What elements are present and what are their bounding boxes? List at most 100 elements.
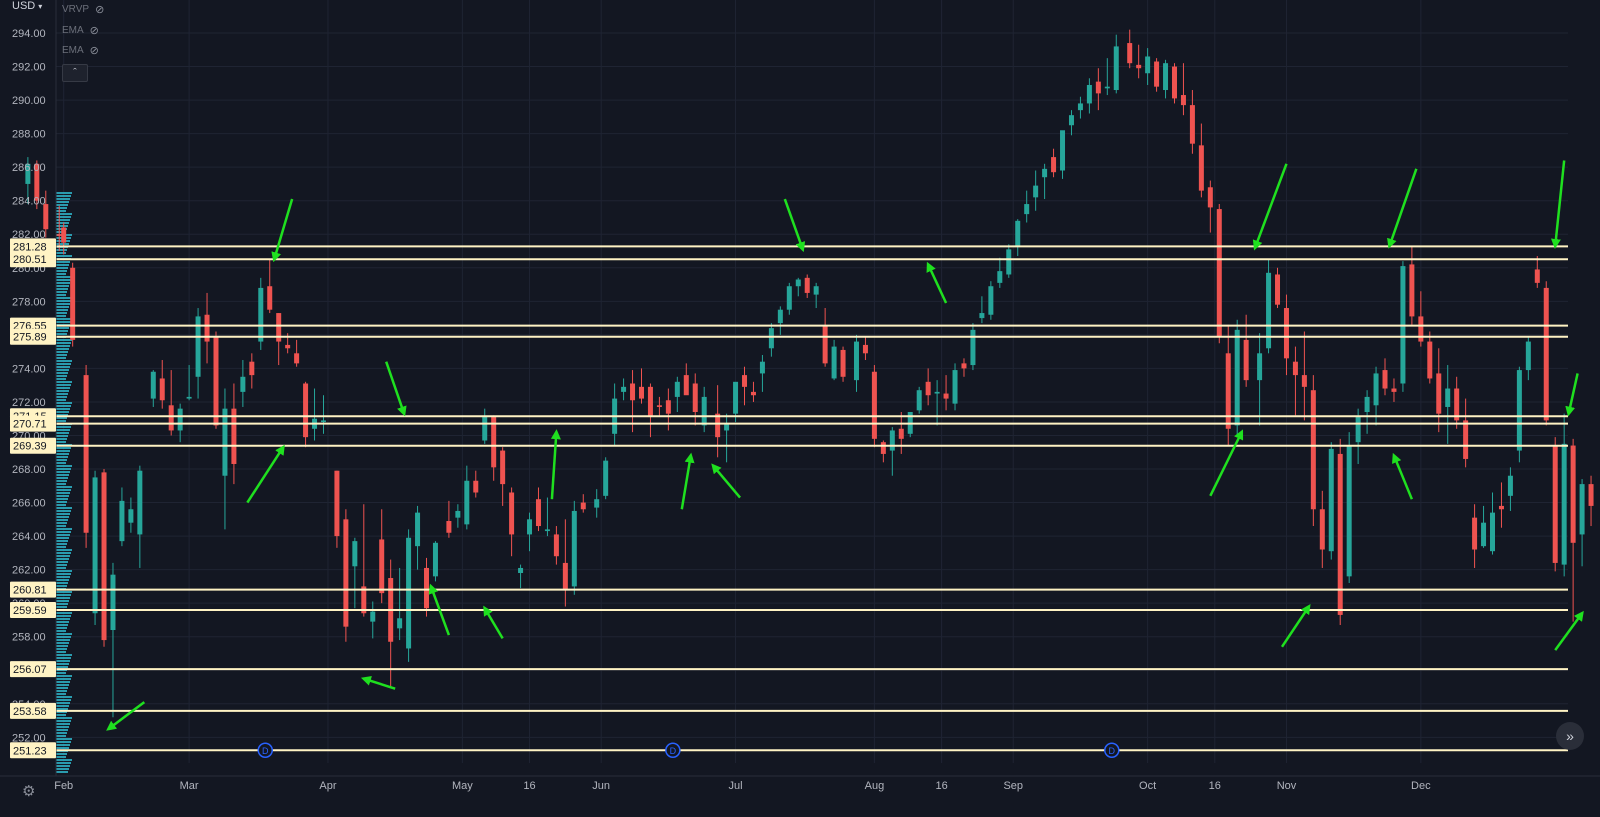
candle bbox=[674, 376, 680, 413]
volume-profile-bar bbox=[56, 753, 67, 755]
dividend-badge[interactable]: D bbox=[257, 742, 274, 759]
indicator-ema-2[interactable]: EMA ⊘ bbox=[62, 44, 99, 57]
eye-hidden-icon[interactable]: ⊘ bbox=[89, 45, 99, 57]
volume-profile-bar bbox=[56, 690, 67, 692]
candle-body bbox=[952, 370, 958, 404]
candle bbox=[1490, 492, 1496, 555]
candle bbox=[1391, 378, 1397, 402]
volume-profile-bar bbox=[56, 255, 72, 257]
candle bbox=[594, 489, 600, 518]
price-level-tag bbox=[10, 602, 56, 619]
candle-body bbox=[500, 450, 506, 485]
indicator-ema-1[interactable]: EMA ⊘ bbox=[62, 24, 99, 37]
candle-body bbox=[853, 341, 859, 381]
volume-profile-bar bbox=[56, 213, 72, 215]
candle bbox=[294, 339, 300, 367]
volume-profile-bar bbox=[56, 570, 72, 572]
price-level-tag bbox=[10, 328, 56, 345]
candle-body bbox=[334, 470, 340, 537]
scroll-to-realtime-button[interactable]: » bbox=[1556, 722, 1584, 750]
candle-body bbox=[1445, 388, 1451, 407]
candle bbox=[943, 375, 949, 411]
indicator-label: EMA bbox=[62, 45, 84, 56]
volume-profile-bar bbox=[56, 321, 71, 323]
price-level-tag bbox=[10, 415, 56, 432]
candle bbox=[621, 378, 627, 401]
eye-hidden-icon[interactable]: ⊘ bbox=[89, 25, 99, 37]
candle bbox=[70, 262, 76, 347]
annotation-arrow bbox=[1280, 604, 1311, 648]
gear-icon[interactable]: ⚙ bbox=[22, 783, 36, 800]
eye-hidden-icon[interactable]: ⊘ bbox=[95, 4, 105, 16]
volume-profile-bar bbox=[56, 453, 69, 455]
candle-body bbox=[424, 567, 430, 609]
candle bbox=[988, 281, 994, 320]
volume-profile-bar bbox=[56, 765, 70, 767]
candle-body bbox=[603, 460, 609, 496]
volume-profile-bar bbox=[56, 243, 69, 245]
annotation-arrow bbox=[783, 198, 806, 253]
volume-profile-bar bbox=[56, 402, 72, 404]
candle bbox=[692, 373, 698, 426]
volume-profile-bar bbox=[56, 303, 70, 305]
candle bbox=[491, 415, 497, 481]
candle-body bbox=[1006, 249, 1012, 275]
candle bbox=[119, 487, 125, 547]
volume-profile-bar bbox=[56, 732, 67, 734]
volume-profile-bar bbox=[56, 579, 69, 581]
candle-body bbox=[56, 234, 62, 236]
candle-body bbox=[1588, 484, 1594, 506]
volume-profile-bar bbox=[56, 552, 71, 554]
candle bbox=[1266, 259, 1272, 354]
volume-profile-bar bbox=[56, 345, 70, 347]
annotation-arrow bbox=[246, 444, 285, 504]
candle bbox=[701, 386, 707, 433]
candle-body bbox=[822, 326, 828, 364]
candle-body bbox=[553, 534, 559, 557]
candle-body bbox=[137, 470, 143, 535]
candle bbox=[1525, 336, 1531, 381]
x-tick-label: Nov bbox=[1277, 780, 1297, 792]
candle-body bbox=[1427, 341, 1433, 379]
candle-body bbox=[777, 309, 783, 324]
candle-body bbox=[432, 542, 438, 577]
volume-profile-bar bbox=[56, 468, 71, 470]
candle-body bbox=[231, 408, 237, 464]
candle-body bbox=[804, 277, 810, 293]
candle-body bbox=[320, 420, 326, 423]
candle-body bbox=[473, 480, 479, 493]
volume-profile-bar bbox=[56, 771, 68, 773]
y-tick-label: 288.00 bbox=[12, 129, 46, 141]
y-tick-label: 284.00 bbox=[12, 196, 46, 208]
candle-body bbox=[1552, 445, 1558, 563]
dividend-badge[interactable]: D bbox=[665, 742, 681, 759]
annotation-arrow bbox=[1392, 452, 1414, 500]
candle-body bbox=[1024, 204, 1030, 215]
volume-profile-bar bbox=[56, 405, 71, 407]
volume-profile-bar bbox=[56, 363, 71, 365]
volume-profile-bar bbox=[56, 264, 69, 266]
y-tick-label: 290.00 bbox=[12, 95, 46, 107]
candle-body bbox=[1481, 522, 1487, 547]
annotation-arrow bbox=[483, 605, 504, 640]
candle-body bbox=[25, 163, 31, 184]
candle-body bbox=[464, 480, 470, 525]
collapse-indicators-button[interactable]: ˆ bbox=[62, 64, 88, 82]
indicator-vrvp[interactable]: VRVP ⊘ bbox=[62, 3, 104, 16]
candle bbox=[553, 526, 559, 565]
annotation-arrow bbox=[1550, 160, 1566, 249]
volume-profile-bar bbox=[56, 582, 68, 584]
candle bbox=[1292, 346, 1298, 416]
volume-profile-bar bbox=[56, 297, 72, 299]
candle-body bbox=[1579, 484, 1585, 535]
currency-selector[interactable]: USD ▾ bbox=[12, 0, 42, 12]
candle-body bbox=[1136, 64, 1142, 69]
dividend-badge[interactable]: D bbox=[1104, 742, 1120, 759]
volume-profile-bar bbox=[56, 285, 69, 287]
candle-body bbox=[1292, 361, 1298, 376]
candle bbox=[750, 381, 756, 402]
volume-profile-bar bbox=[56, 219, 70, 221]
candle-body bbox=[1310, 390, 1316, 510]
